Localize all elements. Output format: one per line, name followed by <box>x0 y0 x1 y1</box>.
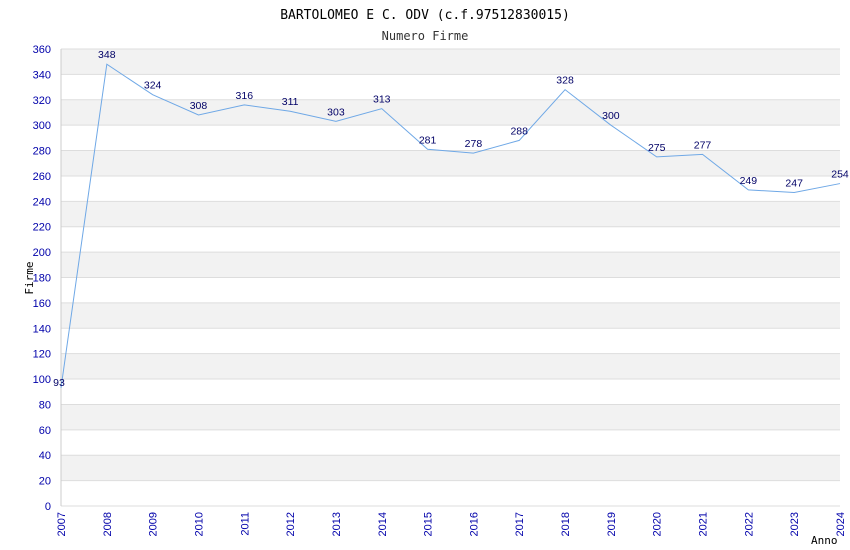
y-axis-ticks: 0 20 40 60 80 100 120 140 160 180 200 220 240 260 280 3… <box>33 44 51 513</box>
data-label: 254 <box>831 169 849 181</box>
data-label: 278 <box>465 138 483 150</box>
x-tick-label: 2018 <box>560 512 572 536</box>
data-label: 324 <box>144 80 162 92</box>
x-tick-label: 2010 <box>193 512 205 536</box>
band <box>61 455 840 481</box>
band <box>61 353 840 380</box>
data-label: 275 <box>648 142 666 154</box>
data-label: 249 <box>740 175 758 187</box>
y-tick-label: 360 <box>33 44 51 56</box>
y-tick-label: 280 <box>33 146 51 158</box>
x-tick-label: 2022 <box>743 512 755 536</box>
x-axis-ticks: 2007 2008 2009 2010 2011 2012 2013 2014 2015 2016… <box>56 512 847 536</box>
band <box>61 99 840 126</box>
x-tick-label: 2007 <box>56 512 68 536</box>
data-label: 308 <box>190 100 208 112</box>
y-tick-label: 320 <box>33 95 51 107</box>
band <box>61 404 840 430</box>
x-tick-label: 2019 <box>606 512 618 536</box>
x-tick-label: 2021 <box>698 512 710 536</box>
chart-subtitle: Numero Firme <box>382 29 469 43</box>
band <box>61 252 840 278</box>
gridlines <box>60 48 840 507</box>
x-tick-label: 2015 <box>423 512 435 536</box>
x-tick-label: 2011 <box>239 512 251 536</box>
x-tick-label: 2013 <box>331 512 343 536</box>
x-axis-label: Anno <box>811 534 838 547</box>
x-tick-label: 2009 <box>148 512 160 536</box>
y-axis-label: Firme <box>23 261 36 294</box>
x-tick-label: 2017 <box>514 512 526 536</box>
y-tick-label: 120 <box>33 349 51 361</box>
y-tick-label: 140 <box>33 323 51 335</box>
chart-title: BARTOLOMEO E C. ODV (c.f.97512830015) <box>280 8 570 23</box>
y-tick-label: 20 <box>39 476 51 488</box>
data-label: 247 <box>785 177 803 189</box>
y-tick-label: 160 <box>33 298 51 310</box>
band <box>61 49 840 75</box>
x-tick-label: 2023 <box>789 512 801 536</box>
x-tick-label: 2024 <box>835 512 847 536</box>
series-line-group <box>60 63 841 389</box>
data-label: 328 <box>556 75 574 87</box>
band <box>61 150 840 176</box>
data-label: 316 <box>236 90 254 102</box>
band <box>61 201 840 227</box>
series-line <box>60 63 841 389</box>
x-tick-label: 2016 <box>468 512 480 536</box>
data-label: 303 <box>327 106 345 118</box>
y-tick-label: 180 <box>33 273 51 285</box>
data-label: 93 <box>53 377 65 389</box>
y-tick-label: 340 <box>33 69 51 81</box>
data-labels: 93 348 324 308 316 311 303 313 281 278 288 328 300 27… <box>53 49 849 389</box>
y-tick-label: 220 <box>33 222 51 234</box>
x-tick-label: 2014 <box>377 512 389 536</box>
x-tick-label: 2012 <box>285 512 297 536</box>
y-tick-label: 200 <box>33 247 51 259</box>
band <box>61 302 840 329</box>
data-label: 281 <box>419 134 437 146</box>
data-label: 311 <box>282 96 299 108</box>
data-label: 300 <box>602 110 620 122</box>
x-tick-label: 2020 <box>652 512 664 536</box>
y-tick-label: 80 <box>39 399 51 411</box>
y-tick-label: 300 <box>33 120 51 132</box>
background-bands <box>61 49 840 481</box>
data-label: 313 <box>373 94 391 106</box>
y-tick-label: 60 <box>39 425 51 437</box>
y-tick-label: 0 <box>45 501 51 513</box>
y-tick-label: 100 <box>33 374 51 386</box>
data-label: 288 <box>510 125 528 137</box>
data-label: 277 <box>694 139 712 151</box>
y-tick-label: 40 <box>39 450 51 462</box>
x-tick-label: 2008 <box>102 512 114 536</box>
y-tick-label: 260 <box>33 171 51 183</box>
y-tick-label: 240 <box>33 196 51 208</box>
data-label: 348 <box>98 49 116 61</box>
